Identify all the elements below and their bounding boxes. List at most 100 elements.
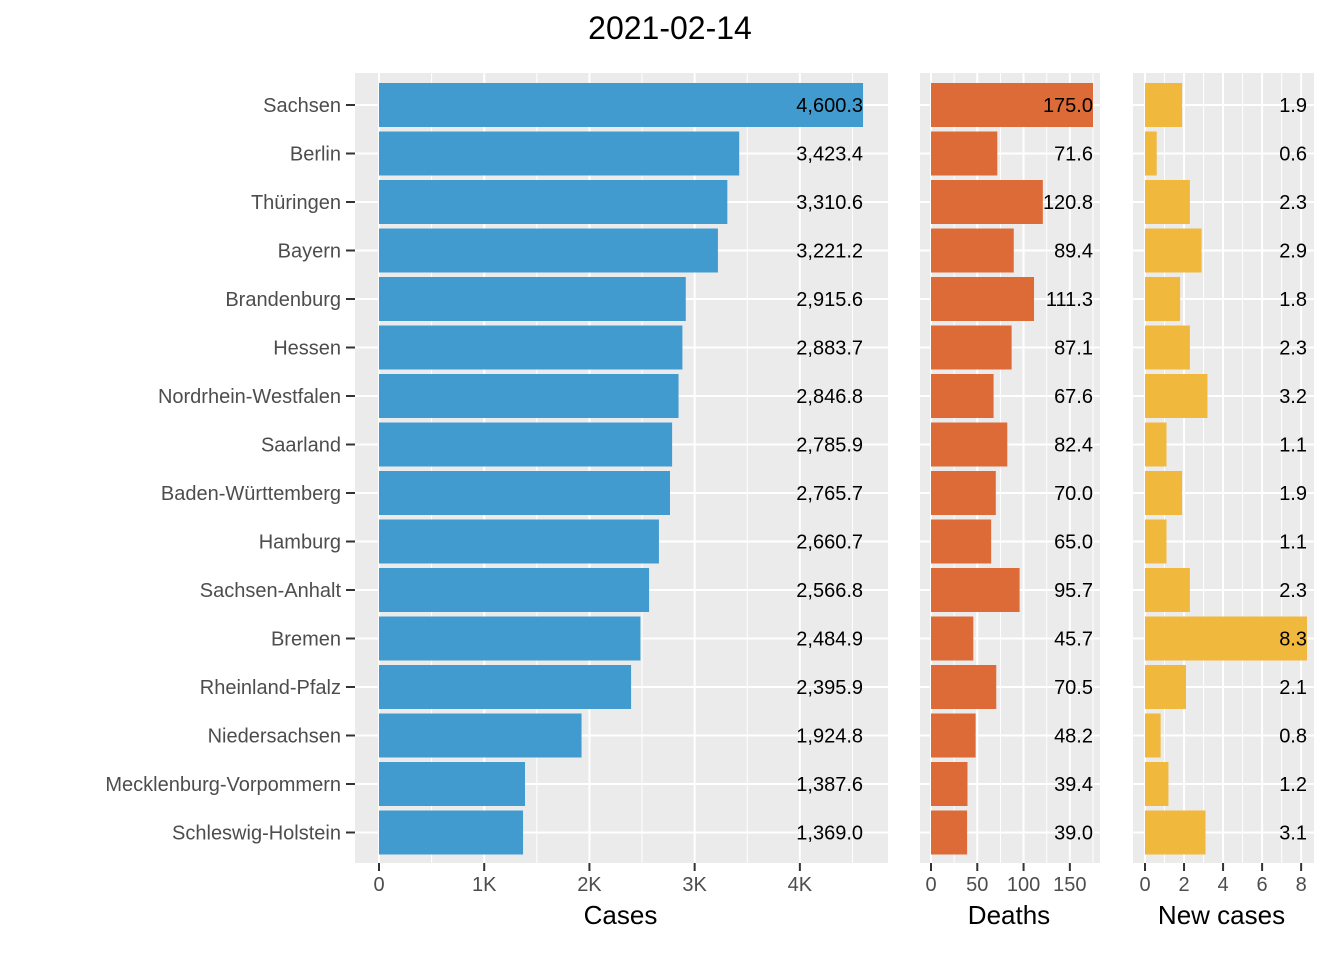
category-label: Rheinland-Pfalz <box>200 677 341 699</box>
deaths-value-label: 95.7 <box>1054 580 1093 602</box>
deaths-value-label: 45.7 <box>1054 629 1093 651</box>
deaths-bar <box>931 471 996 515</box>
new-cases-value-label: 2.3 <box>1279 580 1307 602</box>
x-tick-label: 8 <box>1296 874 1307 896</box>
cases-bar <box>379 228 718 273</box>
cases-value-label: 2,660.7 <box>796 532 863 554</box>
x-tick-label: 0 <box>925 874 936 896</box>
deaths-bar <box>931 713 976 758</box>
cases-bar <box>379 277 686 321</box>
cases-bar <box>379 762 525 806</box>
x-tick-label: 4 <box>1218 874 1229 896</box>
x-tick-label: 3K <box>682 874 707 896</box>
deaths-bar <box>931 616 974 661</box>
deaths-value-label: 89.4 <box>1054 241 1093 263</box>
new-cases-value-label: 2.3 <box>1279 192 1307 214</box>
cases-value-label: 1,387.6 <box>796 774 863 796</box>
deaths-bar <box>931 228 1014 273</box>
x-tick-label: 100 <box>1007 874 1040 896</box>
cases-bar <box>379 325 683 370</box>
new-cases-value-label: 1.1 <box>1279 532 1307 554</box>
deaths-bar <box>931 131 998 176</box>
deaths-bar <box>931 568 1020 612</box>
cases-bar <box>379 519 659 564</box>
deaths-value-label: 120.8 <box>1043 192 1093 214</box>
cases-value-label: 2,846.8 <box>796 386 863 408</box>
cases-bar <box>379 471 670 515</box>
category-label: Thüringen <box>251 192 341 214</box>
chart-title: 2021-02-14 <box>588 10 752 46</box>
category-label: Mecklenburg-Vorpommern <box>105 774 341 796</box>
category-label: Hessen <box>273 338 341 360</box>
cases-value-label: 2,395.9 <box>796 677 863 699</box>
new-cases-value-label: 3.2 <box>1279 386 1307 408</box>
x-tick-label: 2 <box>1178 874 1189 896</box>
cases-value-label: 4,600.3 <box>796 95 863 117</box>
new-cases-value-label: 1.8 <box>1279 289 1307 311</box>
new-cases-value-label: 3.1 <box>1279 823 1307 845</box>
deaths-value-label: 65.0 <box>1054 532 1093 554</box>
deaths-axis-title: Deaths <box>968 900 1050 930</box>
category-label: Hamburg <box>259 532 341 554</box>
deaths-bar <box>931 810 968 855</box>
cases-value-label: 1,924.8 <box>796 726 863 748</box>
new-cases-bar <box>1145 83 1183 127</box>
deaths-bar <box>931 374 994 418</box>
cases-value-label: 2,883.7 <box>796 338 863 360</box>
category-label: Bremen <box>271 629 341 651</box>
deaths-value-label: 39.0 <box>1054 823 1093 845</box>
new-cases-value-label: 2.9 <box>1279 241 1307 263</box>
cases-value-label: 2,484.9 <box>796 629 863 651</box>
new-cases-bar <box>1145 519 1167 564</box>
cases-bar <box>379 83 864 127</box>
cases-bar <box>379 810 524 855</box>
deaths-bar <box>931 83 1093 127</box>
x-tick-label: 2K <box>577 874 602 896</box>
deaths-value-label: 111.3 <box>1046 289 1093 311</box>
new-cases-bar <box>1145 810 1206 855</box>
cases-bar <box>379 616 641 661</box>
deaths-value-label: 87.1 <box>1054 338 1093 360</box>
cases-value-label: 2,915.6 <box>796 289 863 311</box>
category-label: Sachsen <box>263 95 341 117</box>
deaths-bar <box>931 180 1043 224</box>
new-cases-value-label: 1.9 <box>1279 483 1307 505</box>
new-cases-value-label: 2.3 <box>1279 338 1307 360</box>
deaths-value-label: 71.6 <box>1054 144 1093 166</box>
new-cases-bar <box>1145 180 1190 224</box>
new-cases-bar <box>1145 131 1157 176</box>
category-label: Niedersachsen <box>208 726 341 748</box>
new-cases-bar <box>1145 228 1202 273</box>
deaths-bar <box>931 762 968 806</box>
cases-bar <box>379 422 673 467</box>
deaths-panel: 175.0 71.6 120.8 89.4 111.3 87.1 67.6 82.4 70.0 6… <box>920 73 1100 930</box>
new-cases-value-label: 2.1 <box>1279 677 1307 699</box>
x-tick-label: 1K <box>472 874 497 896</box>
new-cases-value-label: 1.1 <box>1279 435 1307 457</box>
x-tick-label: 4K <box>788 874 813 896</box>
category-label: Bayern <box>278 241 341 263</box>
cases-bar <box>379 180 728 224</box>
category-label: Schleswig-Holstein <box>172 823 341 845</box>
deaths-bar <box>931 422 1008 467</box>
x-tick-label: 0 <box>1139 874 1150 896</box>
deaths-bar <box>931 665 997 709</box>
cases-panel: 4,600.3 3,423.4 3,310.6 3,221.2 2,915.6 2,883… <box>355 73 888 930</box>
x-tick-label: 0 <box>373 874 384 896</box>
new-cases-value-label: 0.6 <box>1279 144 1307 166</box>
deaths-value-label: 70.5 <box>1054 677 1093 699</box>
x-tick-label: 6 <box>1257 874 1268 896</box>
deaths-value-label: 175.0 <box>1043 95 1093 117</box>
category-label: Nordrhein-Westfalen <box>158 386 341 408</box>
deaths-value-label: 67.6 <box>1054 386 1093 408</box>
cases-value-label: 2,765.7 <box>796 483 863 505</box>
category-label: Brandenburg <box>225 289 341 311</box>
new-cases-bar <box>1145 568 1190 612</box>
cases-value-label: 3,310.6 <box>796 192 863 214</box>
deaths-bar <box>931 277 1035 321</box>
new-cases-axis-title: New cases <box>1158 900 1285 930</box>
cases-value-label: 2,566.8 <box>796 580 863 602</box>
deaths-value-label: 70.0 <box>1054 483 1093 505</box>
new-cases-bar <box>1145 762 1169 806</box>
